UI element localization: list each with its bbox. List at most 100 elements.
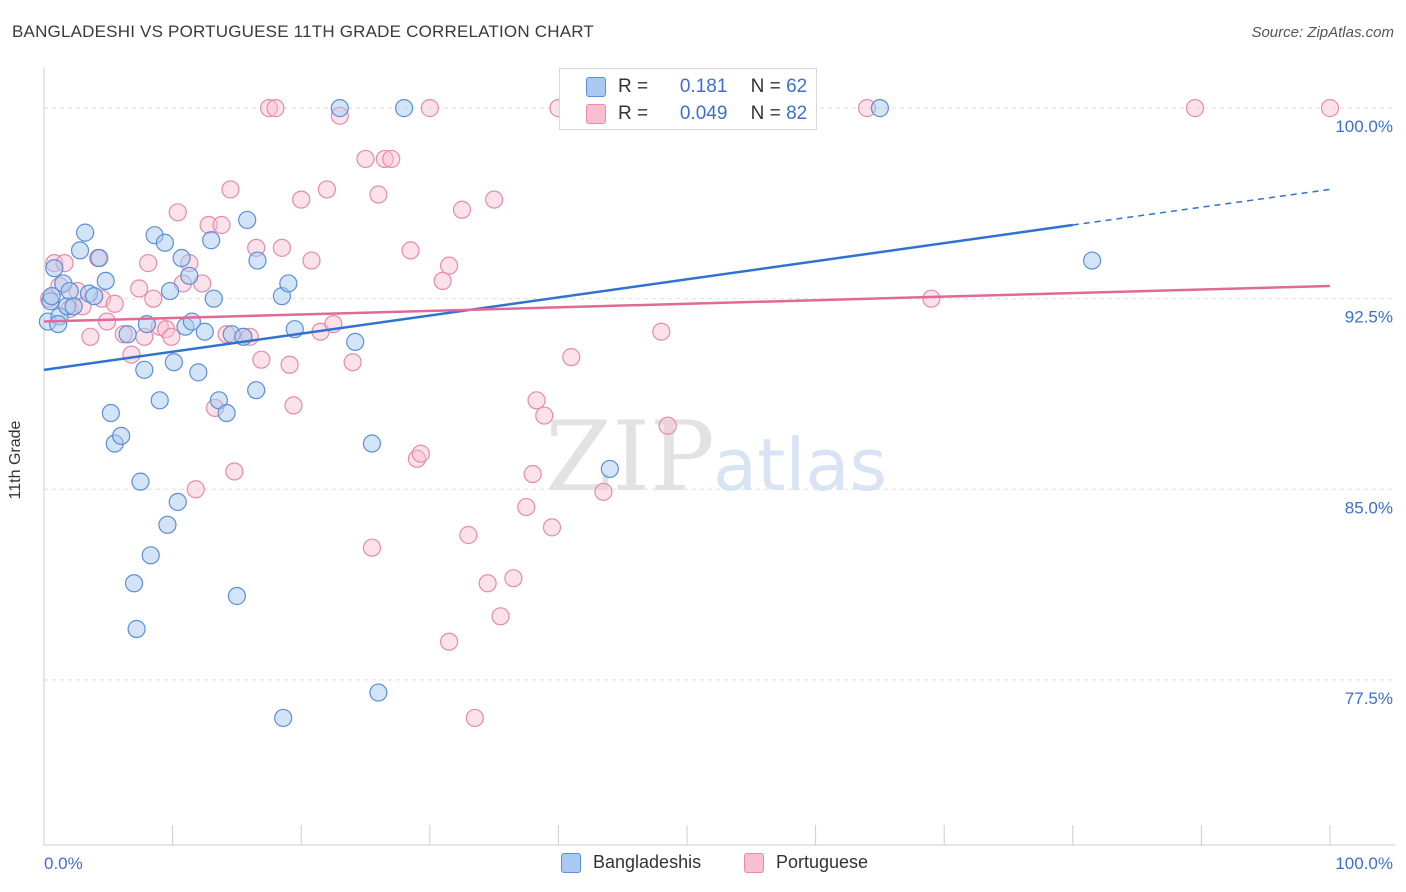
bangladeshi-point — [346, 332, 365, 351]
portuguese-point — [375, 149, 394, 169]
stats-n-label: N = — [750, 103, 781, 124]
portuguese-point — [81, 327, 100, 346]
portuguese-points — [40, 99, 1340, 728]
portuguese-point — [517, 497, 536, 517]
bangladeshi-point — [160, 281, 180, 301]
bangladeshi-point — [135, 360, 154, 379]
portuguese-point — [1320, 99, 1340, 118]
portuguese-point — [433, 271, 452, 291]
legend: Bangladeshis Portuguese — [0, 852, 1406, 878]
portuguese-point — [252, 350, 271, 369]
tick-labels: 100.0% 92.5% 85.0% 77.5% 0.0% 100.0% — [44, 117, 1393, 873]
bangladeshi-point — [274, 708, 293, 728]
stats-r-label: R = — [618, 76, 649, 97]
portuguese-point — [97, 312, 117, 331]
bangladeshi-point — [189, 363, 208, 382]
portuguese-point — [658, 416, 677, 435]
bangladeshi-point — [369, 683, 388, 702]
stats-box: R = 0.181 N = 62 R = 0.049 N = 82 — [559, 68, 817, 130]
portuguese-point — [272, 238, 292, 257]
bangladeshi-point — [204, 289, 223, 308]
portuguese-point — [382, 149, 401, 169]
portuguese-point — [186, 480, 205, 499]
portuguese-point — [652, 322, 671, 341]
bangladeshi-point — [131, 472, 150, 491]
x-tick-label: 0.0% — [44, 854, 83, 873]
bangladeshi-point — [45, 259, 64, 278]
portuguese-point — [523, 464, 542, 484]
portuguese-point — [122, 345, 141, 364]
bangladeshi-point — [279, 274, 298, 293]
watermark-zip: ZIP — [545, 401, 714, 513]
bangladeshi-point — [238, 210, 257, 230]
bangladeshi-trend-line — [43, 223, 1073, 372]
portuguese-point — [362, 538, 382, 557]
bangladeshi-point — [1082, 251, 1102, 270]
bangladeshi-point — [164, 353, 183, 372]
bangladeshi-point — [195, 322, 214, 341]
bangladeshi-point — [112, 426, 131, 446]
bangladeshi-point — [870, 99, 890, 118]
bangladeshi-point — [180, 266, 199, 285]
bangladeshi-point — [70, 241, 90, 260]
portuguese-point — [922, 289, 941, 308]
bangladeshi-point — [330, 99, 349, 118]
portuguese-point — [284, 396, 303, 415]
watermark: ZIP atlas — [545, 401, 887, 513]
legend-swatch-blue — [561, 852, 581, 873]
grid-lines — [44, 107, 1395, 681]
bangladeshi-point — [217, 403, 236, 423]
y-tick-label: 77.5% — [1345, 689, 1393, 708]
watermark-atlas: atlas — [713, 423, 887, 507]
portuguese-point — [280, 355, 299, 374]
portuguese-point — [369, 185, 388, 204]
bangladeshi-point — [155, 233, 174, 252]
portuguese-point — [162, 327, 181, 346]
legend-item-bangladeshis[interactable]: Bangladeshis — [561, 852, 701, 873]
stats-r-label: R = — [618, 103, 649, 124]
portuguese-point — [401, 241, 420, 260]
portuguese-point — [343, 353, 362, 372]
bangladeshi-point — [90, 248, 109, 268]
legend-item-portuguese[interactable]: Portuguese — [744, 852, 868, 873]
stats-n-value-bangladeshis: 62 — [786, 76, 808, 97]
portuguese-point — [542, 518, 562, 537]
bangladeshi-point — [247, 381, 266, 400]
portuguese-point — [465, 708, 484, 728]
portuguese-point — [485, 190, 504, 209]
portuguese-point — [144, 289, 163, 308]
portuguese-point — [478, 574, 497, 593]
portuguese-point — [459, 525, 478, 545]
portuguese-point — [259, 99, 279, 118]
portuguese-point — [420, 99, 439, 118]
stats-n-value-portuguese: 82 — [786, 103, 808, 124]
source-credit: Source: ZipAtlas.com — [1251, 24, 1394, 41]
portuguese-point — [105, 294, 124, 313]
bangladeshi-point — [64, 297, 83, 316]
portuguese-point — [452, 200, 472, 219]
bangladeshi-point — [150, 391, 169, 410]
portuguese-trend-line — [43, 284, 1331, 323]
portuguese-point — [212, 215, 231, 235]
bangladeshi-point — [96, 271, 115, 291]
y-tick-label: 92.5% — [1345, 308, 1393, 327]
y-tick-label: 100.0% — [1335, 117, 1393, 136]
stats-swatch-blue — [586, 77, 606, 97]
portuguese-point — [139, 254, 158, 273]
portuguese-point — [168, 203, 187, 222]
legend-swatch-pink — [744, 852, 764, 873]
y-tick-label: 85.0% — [1345, 498, 1393, 517]
portuguese-point — [562, 348, 581, 367]
portuguese-point — [411, 444, 430, 463]
bangladeshi-point — [118, 325, 137, 344]
portuguese-point — [130, 279, 149, 298]
bangladeshi-point — [60, 281, 79, 301]
axes — [43, 68, 1395, 846]
bangladeshi-point — [49, 314, 68, 334]
legend-label-bangladeshis: Bangladeshis — [593, 852, 702, 872]
portuguese-point — [527, 391, 546, 410]
bangladeshi-point — [248, 251, 267, 270]
bangladeshi-trend-extension — [1072, 188, 1331, 226]
stats-r-value-bangladeshis: 0.181 — [679, 76, 728, 97]
portuguese-point — [594, 482, 613, 501]
